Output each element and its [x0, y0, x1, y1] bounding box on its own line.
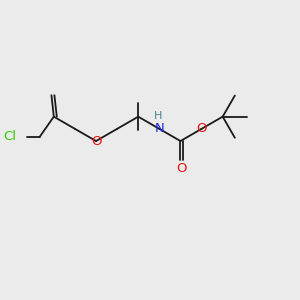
- Text: H: H: [154, 111, 162, 122]
- Text: O: O: [91, 134, 101, 148]
- Text: O: O: [196, 122, 207, 135]
- Text: O: O: [177, 162, 187, 176]
- Text: Cl: Cl: [3, 130, 16, 143]
- Text: N: N: [154, 122, 164, 135]
